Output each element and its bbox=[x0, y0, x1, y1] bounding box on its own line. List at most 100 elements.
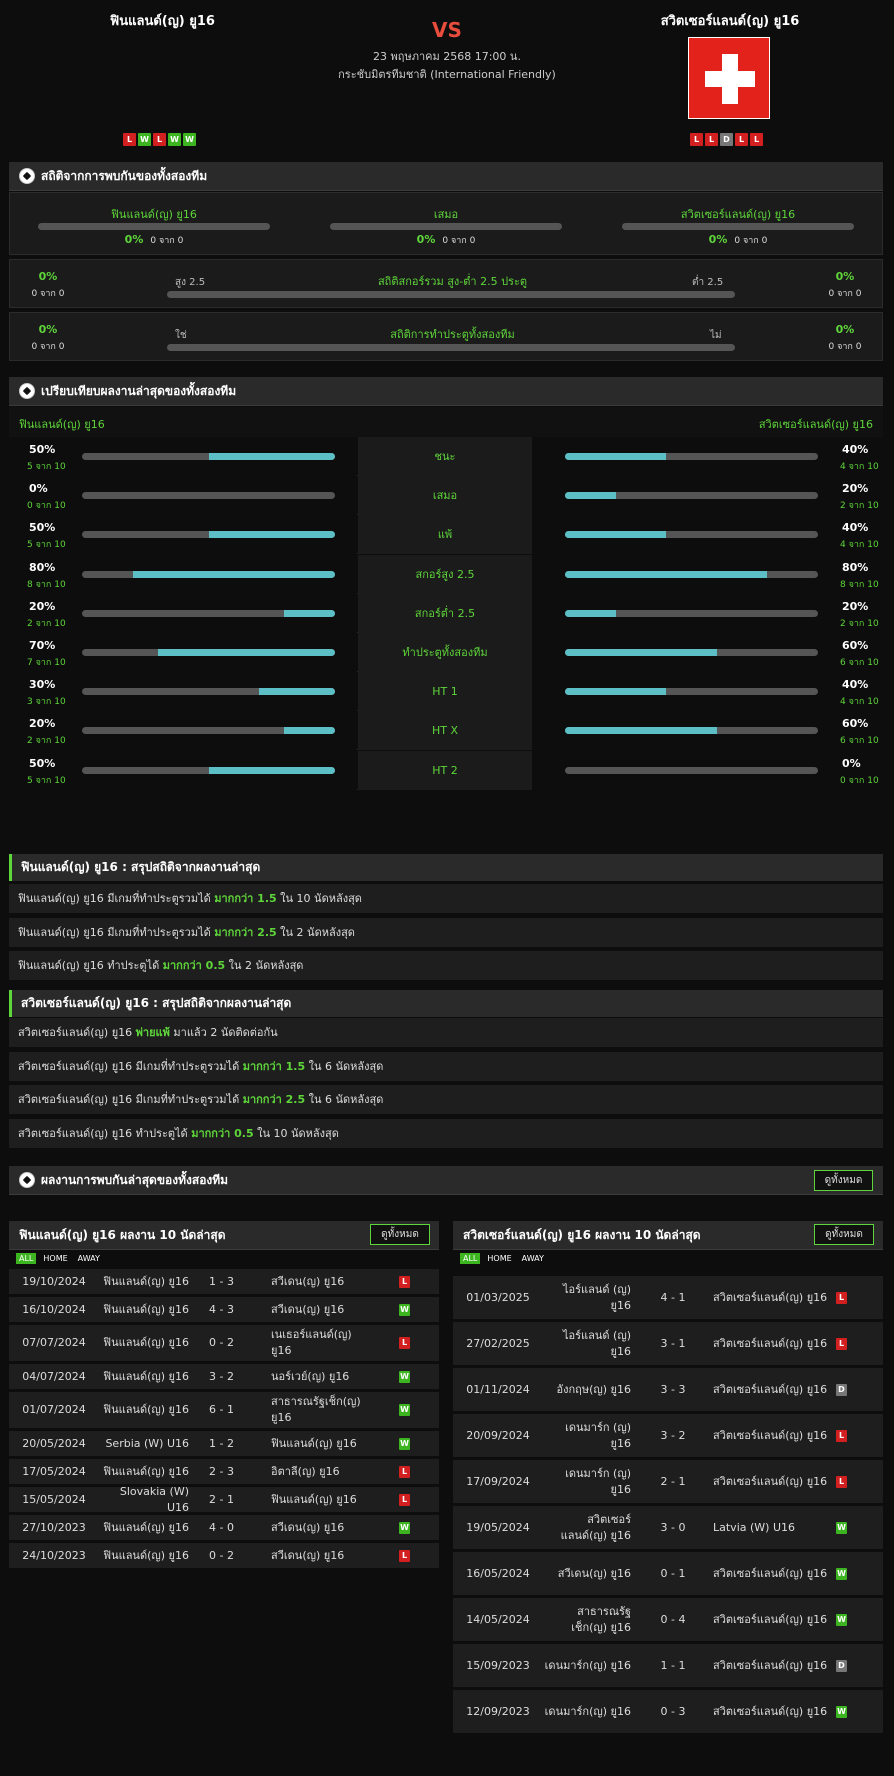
match-row[interactable]: 16/05/2024 สวีเดน(ญ) ยู16 0 - 1 สวิตเซอร์แล… bbox=[453, 1552, 883, 1595]
home-tab-home[interactable]: HOME bbox=[43, 1254, 68, 1263]
home-team-name[interactable]: ฟินแลนด์(ญ) ยู16 bbox=[110, 14, 215, 29]
summary-text: สวิตเซอร์แลนด์(ญ) ยู16 ทำประตูได้ bbox=[18, 1126, 192, 1140]
match-row[interactable]: 07/07/2024 ฟินแลนด์(ญ) ยู16 0 - 2 เนเธอร์แล… bbox=[9, 1325, 439, 1361]
compare-right-pct: 80% bbox=[842, 560, 869, 574]
match-away: สวิตเซอร์แลนด์(ญ) ยู16 bbox=[713, 1428, 828, 1442]
h2h-home-of: 0 จาก 0 bbox=[150, 236, 184, 246]
match-home: เดนมาร์ก (ญ) ยู16 bbox=[565, 1466, 631, 1496]
form-badge: L bbox=[705, 133, 718, 146]
match-away: สวิตเซอร์แลนด์(ญ) ยู16 bbox=[713, 1290, 828, 1304]
compare-left-of: 7 จาก 10 bbox=[27, 658, 66, 668]
match-score: 4 - 1 bbox=[660, 1290, 686, 1304]
away-tab-home[interactable]: HOME bbox=[487, 1254, 512, 1263]
compare-label: เสมอ bbox=[358, 476, 532, 516]
match-row[interactable]: 27/10/2023 ฟินแลนด์(ญ) ยู16 4 - 0 สวีเดน(ญ)… bbox=[9, 1515, 439, 1540]
match-row[interactable]: 17/05/2024 ฟินแลนด์(ญ) ยู16 2 - 3 อิตาลี(ญ)… bbox=[9, 1459, 439, 1484]
compare-left-pct: 20% bbox=[29, 717, 56, 731]
compare-left-panel: 0% 0 จาก 10 bbox=[9, 476, 357, 516]
match-row[interactable]: 20/09/2024 เดนมาร์ก (ญ) ยู16 3 - 2 สวิตเซอร… bbox=[453, 1414, 883, 1457]
result-badge: L bbox=[399, 1493, 410, 1506]
result-badge: W bbox=[836, 1521, 847, 1534]
compare-right-bar bbox=[565, 727, 818, 735]
match-date: 15/05/2024 bbox=[22, 1492, 86, 1506]
away-team-name[interactable]: สวิตเซอร์แลนด์(ญ) ยู16 bbox=[660, 14, 800, 29]
away-tab-away[interactable]: AWAY bbox=[521, 1254, 544, 1263]
match-home: สาธารณรัฐเช็ก(ญ) ยู16 bbox=[571, 1604, 631, 1634]
away-last10-tabs: ALL HOME AWAY bbox=[460, 1253, 547, 1264]
compare-right-bar bbox=[565, 609, 818, 617]
match-away: สวิตเซอร์แลนด์(ญ) ยู16 bbox=[713, 1566, 828, 1580]
compare-left-pct: 20% bbox=[29, 599, 56, 613]
match-row[interactable]: 04/07/2024 ฟินแลนด์(ญ) ยู16 3 - 2 นอร์เวย์(… bbox=[9, 1364, 439, 1389]
summary-highlight: พ่ายแพ้ bbox=[135, 1026, 170, 1039]
btts-left-tag: ใช่ bbox=[175, 330, 187, 341]
match-row[interactable]: 27/02/2025 ไอร์แลนด์ (ญ) ยู16 3 - 1 สวิตเซอ… bbox=[453, 1322, 883, 1365]
match-row[interactable]: 20/05/2024 Serbia (W) U16 1 - 2 ฟินแลนด์(ญ)… bbox=[9, 1431, 439, 1456]
compare-away-team[interactable]: สวิตเซอร์แลนด์(ญ) ยู16 bbox=[758, 418, 873, 431]
match-date: 17/09/2024 bbox=[466, 1474, 530, 1488]
result-badge: W bbox=[399, 1521, 410, 1534]
form-badge: L bbox=[153, 133, 166, 146]
match-row[interactable]: 17/09/2024 เดนมาร์ก (ญ) ยู16 2 - 1 สวิตเซอร… bbox=[453, 1460, 883, 1503]
compare-right-of: 8 จาก 10 bbox=[840, 579, 879, 590]
match-score: 1 - 3 bbox=[209, 1274, 234, 1288]
match-row[interactable]: 01/07/2024 ฟินแลนด์(ญ) ยู16 6 - 1 สาธารณรัฐ… bbox=[9, 1392, 439, 1428]
summary-text: สวิตเซอร์แลนด์(ญ) ยู16 มีเกมที่ทำประตูรว… bbox=[18, 1093, 243, 1106]
vs-label: VS bbox=[432, 18, 462, 42]
match-row[interactable]: 12/09/2023 เดนมาร์ก(ญ) ยู16 0 - 3 สวิตเซอร์… bbox=[453, 1690, 883, 1733]
summary-suffix: ใน 6 นัดหลังสุด bbox=[305, 1059, 384, 1073]
form-badge: D bbox=[720, 133, 733, 146]
compare-row: 50% 5 จาก 10 ชนะ 40% 4 จาก 10 bbox=[9, 437, 883, 476]
compare-left-pct: 50% bbox=[29, 443, 56, 456]
form-badge: W bbox=[138, 133, 151, 146]
h2h-view-all-button[interactable]: ดูทั้งหมด bbox=[814, 1170, 873, 1191]
football-icon bbox=[19, 383, 35, 399]
compare-left-panel: 20% 2 จาก 10 bbox=[9, 593, 357, 633]
match-home: ฟินแลนด์(ญ) ยู16 bbox=[103, 1520, 189, 1534]
match-row[interactable]: 24/10/2023 ฟินแลนด์(ญ) ยู16 0 - 2 สวีเดน(ญ)… bbox=[9, 1543, 439, 1568]
summary-row: สวิตเซอร์แลนด์(ญ) ยู16 ทำประตูได้ มากกว่… bbox=[9, 1118, 883, 1148]
ou-label: สถิติสกอร์รวม สูง-ต่ำ 2.5 ประตู bbox=[377, 275, 528, 288]
compare-header: เปรียบเทียบผลงานล่าสุดของทั้งสองทีม bbox=[9, 377, 883, 406]
compare-right-of: 0 จาก 10 bbox=[840, 775, 879, 786]
match-away: สวีเดน(ญ) ยู16 bbox=[271, 1274, 345, 1288]
h2h-stats-title: สถิติจากการพบกันของทั้งสองทีม bbox=[41, 168, 208, 183]
match-row[interactable]: 01/11/2024 อังกฤษ(ญ) ยู16 3 - 3 สวิตเซอร์แล… bbox=[453, 1368, 883, 1411]
compare-label: สกอร์สูง 2.5 bbox=[358, 554, 532, 594]
compare-left-bar bbox=[82, 570, 335, 578]
compare-left-of: 0 จาก 10 bbox=[27, 501, 66, 512]
h2h-summary-box: ฟินแลนด์(ญ) ยู16 0% 0 จาก 0 เสมอ 0% 0 จา… bbox=[9, 192, 883, 255]
compare-left-pct: 80% bbox=[29, 560, 56, 574]
away-last10-view-all-button[interactable]: ดูทั้งหมด bbox=[814, 1224, 874, 1245]
result-badge: L bbox=[399, 1465, 410, 1478]
match-row[interactable]: 19/05/2024 สวิตเซอร์แลนด์(ญ) ยู16 3 - 0 Lat… bbox=[453, 1506, 883, 1549]
home-last10-view-all-button[interactable]: ดูทั้งหมด bbox=[370, 1224, 430, 1245]
match-row[interactable]: 14/05/2024 สาธารณรัฐเช็ก(ญ) ยู16 0 - 4 สวิต… bbox=[453, 1598, 883, 1641]
match-home: Slovakia (W) U16 bbox=[119, 1484, 189, 1514]
compare-left-bar bbox=[82, 453, 335, 460]
match-home: เดนมาร์ก(ญ) ยู16 bbox=[544, 1658, 631, 1672]
compare-left-bar bbox=[82, 492, 335, 500]
compare-home-team[interactable]: ฟินแลนด์(ญ) ยู16 bbox=[19, 418, 105, 431]
match-row[interactable]: 01/03/2025 ไอร์แลนด์ (ญ) ยู16 4 - 1 สวิตเซอ… bbox=[453, 1276, 883, 1319]
summary-suffix: ใน 6 นัดหลังสุด bbox=[305, 1093, 384, 1106]
compare-right-panel: 40% 4 จาก 10 bbox=[532, 515, 883, 555]
match-date: 01/07/2024 bbox=[22, 1403, 86, 1416]
match-row[interactable]: 15/05/2024 Slovakia (W) U16 2 - 1 ฟินแลนด์(… bbox=[9, 1485, 439, 1514]
match-row[interactable]: 16/10/2024 ฟินแลนด์(ญ) ยู16 4 - 3 สวีเดน(ญ)… bbox=[9, 1297, 439, 1322]
match-row[interactable]: 15/09/2023 เดนมาร์ก(ญ) ยู16 1 - 1 สวิตเซอร์… bbox=[453, 1644, 883, 1687]
home-tab-away[interactable]: AWAY bbox=[77, 1254, 100, 1263]
home-tab-all[interactable]: ALL bbox=[16, 1253, 37, 1264]
compare-right-panel: 40% 4 จาก 10 bbox=[532, 672, 883, 712]
summary-row: ฟินแลนด์(ญ) ยู16 มีเกมที่ทำประตูรวมได้ ม… bbox=[9, 884, 883, 913]
match-row[interactable]: 19/10/2024 ฟินแลนด์(ญ) ยู16 1 - 3 สวีเดน(ญ)… bbox=[9, 1269, 439, 1294]
away-tab-all[interactable]: ALL bbox=[460, 1253, 481, 1264]
compare-right-bar bbox=[565, 766, 818, 774]
compare-row: 0% 0 จาก 10 เสมอ 20% 2 จาก 10 bbox=[9, 476, 883, 516]
match-home: ไอร์แลนด์ (ญ) ยู16 bbox=[563, 1328, 631, 1358]
compare-right-bar bbox=[565, 531, 818, 539]
compare-right-bar-fill bbox=[565, 649, 717, 656]
compare-left-panel: 50% 5 จาก 10 bbox=[9, 750, 357, 790]
